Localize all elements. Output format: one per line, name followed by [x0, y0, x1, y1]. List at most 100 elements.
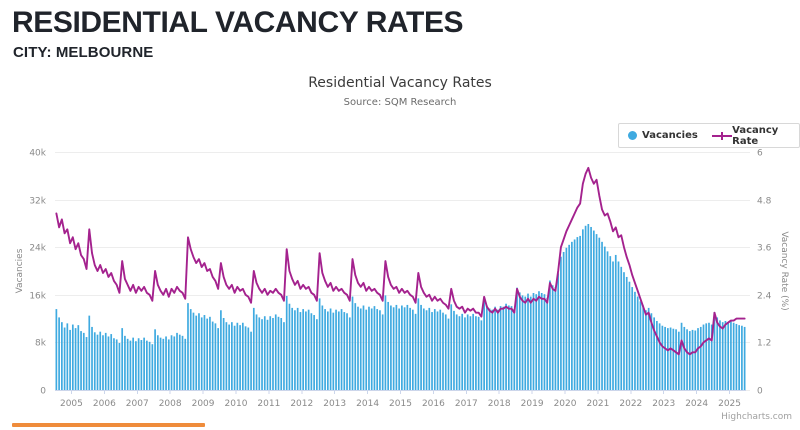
bar	[329, 308, 332, 390]
bar	[486, 305, 488, 390]
bar	[206, 318, 209, 390]
bar	[376, 309, 379, 390]
bar	[398, 308, 400, 390]
bar	[428, 307, 431, 390]
bar	[634, 291, 636, 390]
bar	[239, 325, 241, 390]
bar	[741, 325, 743, 390]
bar	[540, 293, 543, 390]
bar	[656, 320, 658, 390]
bar	[499, 306, 502, 390]
x-tick-label: 2012	[290, 399, 313, 409]
y-left-tick-label: 8k	[35, 339, 47, 349]
x-tick-label: 2007	[126, 399, 149, 409]
bar	[683, 326, 686, 390]
bar	[403, 307, 406, 390]
bar	[313, 315, 315, 390]
bar	[727, 322, 730, 390]
bar	[455, 314, 458, 390]
x-tick-label: 2014	[356, 399, 379, 409]
bar	[63, 327, 66, 390]
bar	[532, 293, 535, 390]
y-right-tick-label: 2.4	[757, 292, 772, 302]
bar	[565, 247, 568, 390]
y-right-tick-label: 3.6	[757, 244, 772, 254]
y-right-tick-label: 4.8	[757, 197, 772, 207]
y-right-axis-title: Vacancy Rate (%)	[779, 231, 789, 310]
bar	[562, 251, 565, 390]
bar	[362, 305, 365, 390]
bar	[231, 322, 233, 390]
x-tick-label: 2009	[192, 399, 215, 409]
bar	[143, 337, 145, 390]
bar	[686, 329, 688, 390]
bar	[384, 295, 387, 390]
bar	[620, 266, 623, 390]
bar	[381, 314, 384, 390]
chart-plot-area[interactable]: 0 8k 16k 24k 32k 40k 0 1.2 2.4 3.6 4.8 6 Vacancies Va…	[0, 140, 800, 415]
line-cross-marker-icon	[711, 131, 732, 140]
bar	[738, 325, 740, 390]
bar	[236, 322, 239, 390]
bar	[598, 237, 601, 390]
bar	[93, 332, 96, 390]
bar	[296, 307, 299, 390]
bar	[88, 315, 91, 391]
bar	[721, 322, 724, 390]
bar	[472, 313, 475, 390]
bar	[132, 337, 134, 390]
bar	[162, 338, 165, 390]
bar	[121, 328, 124, 390]
bar	[176, 332, 178, 390]
bar	[664, 326, 666, 390]
bar	[524, 296, 527, 390]
bar	[140, 340, 143, 390]
bar	[69, 329, 71, 390]
bar	[137, 338, 140, 390]
bar	[80, 331, 82, 390]
bar	[99, 331, 102, 390]
bar	[675, 329, 677, 390]
bar	[115, 339, 118, 390]
bar	[178, 334, 181, 390]
bar	[170, 335, 173, 390]
bar	[425, 310, 428, 390]
chart-title: Residential Vacancy Rates	[308, 75, 492, 91]
bar	[195, 315, 198, 391]
bar	[458, 316, 461, 390]
y-left-tick-label: 32k	[29, 197, 46, 207]
bar	[628, 281, 631, 390]
bar	[332, 312, 335, 390]
bar	[390, 305, 392, 390]
accent-rule	[12, 423, 205, 427]
bar	[113, 338, 115, 390]
bar	[513, 309, 516, 390]
bar	[250, 331, 252, 390]
bar	[241, 322, 244, 390]
bar	[730, 320, 732, 390]
x-tick-label: 2020	[554, 399, 577, 409]
bar	[351, 296, 354, 390]
x-tick-label: 2005	[60, 399, 83, 409]
bar	[55, 309, 58, 390]
bar	[299, 312, 302, 390]
bar	[346, 313, 348, 390]
bar	[307, 309, 310, 390]
bar	[233, 325, 236, 390]
bar	[743, 326, 746, 390]
bar	[214, 323, 217, 390]
bar	[691, 329, 694, 390]
legend-item-vacancy-rate[interactable]: Vacancy Rate	[711, 125, 790, 147]
legend-item-vacancies[interactable]: Vacancies	[628, 130, 698, 141]
bar	[483, 300, 485, 390]
bar-series	[55, 224, 746, 391]
chart-credits[interactable]: Highcharts.com	[721, 412, 792, 422]
bar	[420, 304, 422, 390]
bar	[496, 309, 499, 390]
page-title: RESIDENTIAL VACANCY RATES	[12, 6, 464, 39]
bar	[631, 287, 634, 390]
bar	[702, 324, 705, 390]
x-tick-label: 2024	[685, 399, 708, 409]
bar	[220, 310, 222, 390]
